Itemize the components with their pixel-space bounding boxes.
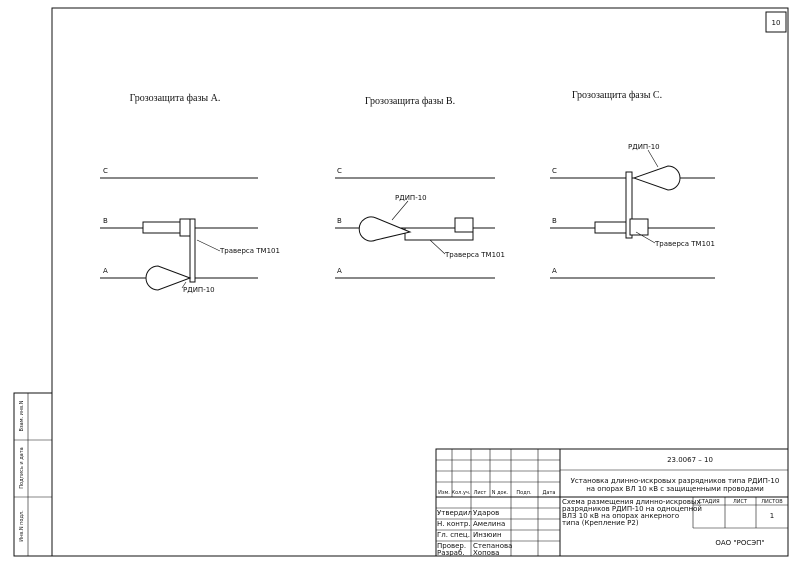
tb-sheet: ЛИСТ [733,499,748,505]
tb-header: Подп. [516,490,532,496]
arrester [632,165,681,191]
tb-sheets: ЛИСТОВ [761,499,783,505]
stamp-text: Подпись и дата [19,447,25,488]
arrester [145,265,192,291]
arrester-label: РДИП-10 [395,194,427,202]
phase-label: B [552,217,557,225]
panel-title: Грозозащита фазы С. [572,90,662,101]
tb-role: Разраб. [437,549,465,557]
tb-header: N док. [492,490,509,496]
tb-name: Степанова [473,542,512,550]
tb-name: Хопова [473,549,499,557]
page-number: 10 [772,19,781,27]
tb-header: Дата [543,490,556,496]
leader [196,239,221,252]
traverse-label: Траверса ТМ101 [444,251,505,259]
tb-sheet-title: разрядников РДИП-10 на одноцепной [562,505,702,513]
phase-label: B [337,217,342,225]
leader [635,231,656,244]
leader [429,239,446,255]
tb-stage: СТАДИЯ [698,499,719,505]
clamp [454,217,474,233]
arrester-label: РДИП-10 [628,143,660,151]
phase-label: A [103,267,108,275]
insulator [594,221,631,234]
panel-b: C B A РДИП-10 Траверса ТМ101 [335,167,505,279]
tb-project-title: Установка длинно-искровых разрядников ти… [571,477,780,485]
tb-name: Ударов [473,509,499,517]
tb-sheets-value: 1 [770,512,774,520]
insulator [142,221,184,234]
phase-label: C [337,167,342,175]
leader [391,200,409,221]
traverse [189,218,196,283]
phase-label: C [552,167,557,175]
tb-role: Н. контр. [437,520,471,528]
arrester [358,216,412,242]
page-number-box [765,11,787,33]
panel-a: C B A Траверса ТМ101 РДИП-10 [100,167,280,294]
tb-header: Кол.уч. [452,490,471,496]
clamp [179,218,191,237]
stamp-box [13,392,53,557]
phase-label: A [337,267,342,275]
stamp-text: Инв.N подл. [19,510,25,542]
tb-role: Провер. [437,542,466,550]
tb-header: Лист [474,490,487,496]
leader [181,281,187,289]
panel-c: C B A РДИП-10 Траверса ТМ101 [550,143,715,279]
phase-label: C [103,167,108,175]
tb-sheet-title: Схема размещения длинно-искровых [562,498,701,506]
tb-role: Гл. спец. [437,531,470,539]
tb-code: 23.0067 – 10 [667,456,713,464]
tb-project-title: на опорах ВЛ 10 кВ с защищенными провода… [586,485,764,493]
panel-title: Грозозащита фазы В. [365,96,455,107]
traverse-label: Траверса ТМ101 [219,247,280,255]
panel-title: Грозозащита фазы А. [130,93,221,104]
frame [51,7,789,557]
leader [647,149,659,168]
tb-name: Амелина [473,520,505,528]
title-block-frame [435,448,789,557]
tb-name: Инзюин [473,531,502,539]
stamp-text: Взам. инв.N [19,400,25,431]
traverse [625,171,633,239]
tb-role: Утвердил [437,509,472,517]
tb-organization: ОАО "РОСЭП" [715,539,764,547]
tb-sheet-title: ВЛЗ 10 кВ на опорах анкерного [562,512,679,520]
arrester-label: РДИП-10 [183,286,215,294]
side-stamps: Взам. инв.N Подпись и дата Инв.N подл. [13,392,53,557]
traverse-label: Траверса ТМ101 [654,240,715,248]
clamp [629,218,649,236]
tb-sheet-title: типа (Крепление Р2) [562,519,639,527]
title-block: Изм. Кол.уч. Лист N док. Подп. Дата Утве… [435,448,789,557]
phase-label: B [103,217,108,225]
tb-header: Изм. [438,490,450,496]
phase-label: A [552,267,557,275]
